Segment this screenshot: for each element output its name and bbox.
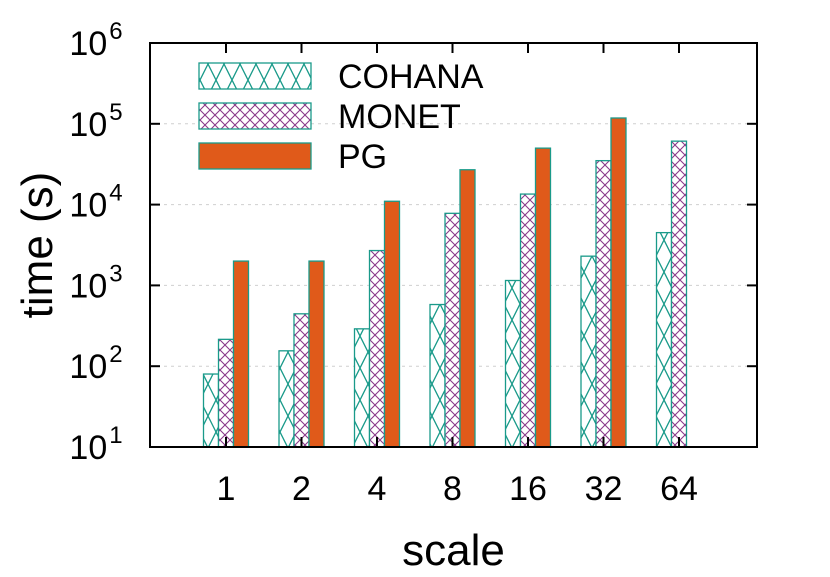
bar-cohana-1 [202, 373, 220, 448]
bar-monet-16 [519, 193, 537, 448]
x-tick-label: 2 [292, 470, 311, 508]
legend-label-pg: PG [338, 138, 387, 176]
bar-pg-4 [383, 200, 401, 448]
bar-monet-1 [217, 338, 235, 448]
y-tick-label: 103 [69, 260, 122, 305]
x-tick-label: 64 [660, 470, 698, 508]
bar-cohana-32 [580, 255, 597, 448]
legend-swatch-cohana [198, 62, 312, 90]
x-axis-ticks: 1 2 4 8 16 32 64 [217, 43, 698, 508]
bar-pg-8 [459, 169, 476, 448]
x-tick-label: 4 [368, 470, 387, 508]
bar-pg-32 [610, 117, 627, 448]
bar-cohana-16 [504, 279, 522, 448]
bar-monet-4 [368, 249, 386, 448]
y-axis-title: time (s) [13, 172, 62, 319]
x-tick-label: 32 [585, 470, 623, 508]
x-tick-label: 16 [509, 470, 547, 508]
bars [202, 117, 688, 448]
legend-label-monet: MONET [338, 98, 461, 136]
y-tick-label: 106 [69, 18, 122, 63]
bar-pg-1 [232, 260, 250, 448]
x-axis-title: scale [402, 526, 505, 575]
bar-cohana-2 [278, 350, 295, 448]
y-tick-label: 101 [69, 422, 122, 467]
bar-pg-2 [308, 260, 325, 448]
legend-label-cohana: COHANA [338, 58, 484, 96]
x-tick-label: 1 [217, 470, 236, 508]
bar-monet-64 [670, 140, 688, 448]
bar-cohana-4 [353, 328, 371, 448]
y-tick-label: 102 [69, 341, 122, 386]
bar-pg-16 [534, 147, 552, 448]
bar-monet-8 [444, 212, 461, 448]
legend-swatch-monet [198, 102, 312, 130]
bar-monet-32 [595, 159, 612, 448]
bar-cohana-8 [429, 303, 446, 448]
x-tick-label: 8 [443, 470, 462, 508]
y-tick-label: 104 [69, 180, 122, 225]
y-tick-label: 105 [69, 99, 122, 144]
bar-cohana-64 [655, 231, 673, 448]
bar-monet-2 [293, 313, 310, 448]
legend-swatch-pg [198, 142, 312, 170]
